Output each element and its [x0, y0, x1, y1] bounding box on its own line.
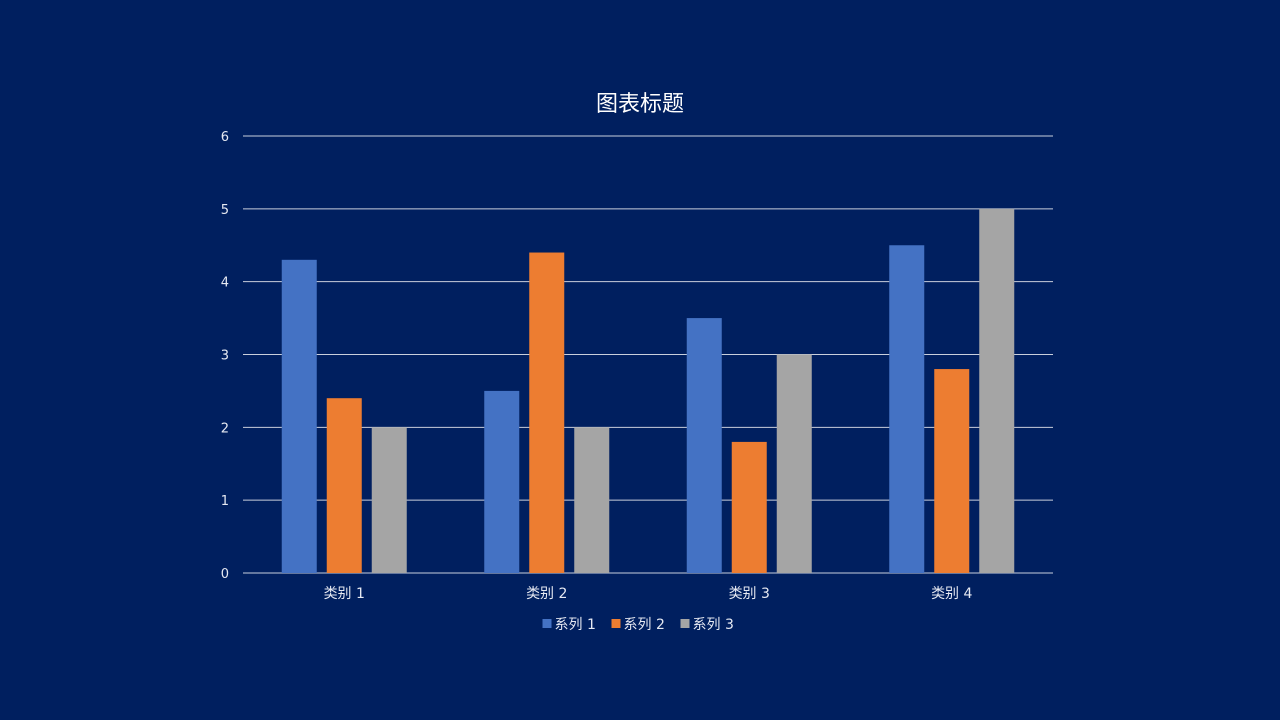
chart-title: 图表标题 — [596, 92, 684, 117]
bar-series-3-category-2 — [574, 427, 610, 573]
legend-item: 系列 3 — [680, 617, 734, 633]
bar-series-1-category-2 — [484, 390, 520, 573]
legend-label: 系列 1 — [555, 617, 596, 633]
gridlines — [243, 135, 1053, 574]
bars — [281, 208, 1015, 574]
y-axis-ticks: 0 1 2 3 4 5 6 — [221, 130, 229, 582]
bar-series-3-category-3 — [776, 354, 812, 573]
bar-series-1-category-4 — [889, 245, 925, 573]
legend-swatch — [542, 619, 552, 628]
bar-series-3-category-4 — [979, 208, 1015, 574]
legend-item: 系列 1 — [542, 617, 596, 633]
bar-series-1-category-1 — [281, 259, 317, 573]
y-tick-label: 3 — [221, 349, 229, 364]
x-category-label: 类别 4 — [931, 586, 972, 602]
y-tick-label: 6 — [221, 130, 229, 145]
x-category-label: 类别 3 — [729, 586, 770, 602]
legend-label: 系列 3 — [693, 617, 734, 633]
y-tick-label: 4 — [221, 276, 229, 291]
legend: 系列 1 系列 2 系列 3 — [542, 617, 734, 633]
legend-swatch — [680, 619, 690, 628]
bar-series-2-category-2 — [529, 252, 565, 574]
bar-series-1-category-3 — [686, 318, 722, 573]
bar-series-3-category-1 — [371, 427, 407, 573]
y-tick-label: 2 — [221, 421, 229, 436]
x-category-label: 类别 1 — [324, 586, 365, 602]
bar-series-2-category-4 — [934, 369, 970, 573]
x-category-label: 类别 2 — [526, 586, 567, 602]
x-axis-categories: 类别 1 类别 2 类别 3 类别 4 — [324, 586, 973, 602]
legend-item: 系列 2 — [611, 617, 665, 633]
bar-series-2-category-3 — [731, 441, 767, 573]
y-tick-label: 1 — [221, 494, 229, 509]
bar-series-2-category-1 — [326, 398, 362, 573]
y-tick-label: 0 — [221, 567, 229, 582]
y-tick-label: 5 — [221, 203, 229, 218]
legend-label: 系列 2 — [624, 617, 665, 633]
legend-swatch — [611, 619, 621, 628]
